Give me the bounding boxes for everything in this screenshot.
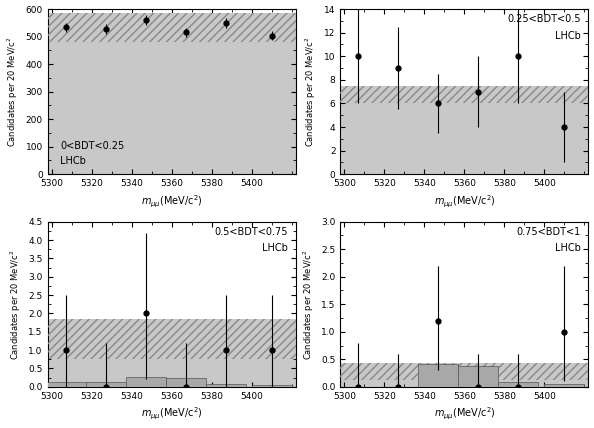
- Text: 0.5<BDT<0.75: 0.5<BDT<0.75: [214, 226, 288, 237]
- Text: 0<BDT<0.25: 0<BDT<0.25: [60, 141, 124, 151]
- Text: LHCb: LHCb: [555, 30, 581, 41]
- Bar: [166, 378, 206, 387]
- Bar: [46, 382, 86, 387]
- Bar: [418, 364, 459, 387]
- Bar: [252, 385, 292, 387]
- Y-axis label: Candidates per 20 MeV/c$^{2}$: Candidates per 20 MeV/c$^{2}$: [301, 249, 315, 360]
- Y-axis label: Candidates per 20 MeV/c$^{2}$: Candidates per 20 MeV/c$^{2}$: [5, 36, 20, 147]
- Text: LHCb: LHCb: [555, 243, 581, 253]
- X-axis label: $m_{\mu\mu}$(MeV/c$^{2}$): $m_{\mu\mu}$(MeV/c$^{2}$): [434, 406, 495, 422]
- Bar: [206, 384, 246, 387]
- Bar: [459, 366, 498, 387]
- X-axis label: $m_{\mu\mu}$(MeV/c$^{2}$): $m_{\mu\mu}$(MeV/c$^{2}$): [141, 406, 203, 422]
- Text: 0.25<BDT<0.5: 0.25<BDT<0.5: [507, 14, 581, 24]
- Bar: [86, 382, 126, 387]
- Bar: [126, 377, 166, 387]
- Bar: [545, 383, 584, 387]
- X-axis label: $m_{\mu\mu}$(MeV/c$^{2}$): $m_{\mu\mu}$(MeV/c$^{2}$): [141, 193, 203, 210]
- Y-axis label: Candidates per 20 MeV/c$^{2}$: Candidates per 20 MeV/c$^{2}$: [8, 249, 23, 360]
- Y-axis label: Candidates per 20 MeV/c$^{2}$: Candidates per 20 MeV/c$^{2}$: [304, 36, 318, 147]
- X-axis label: $m_{\mu\mu}$(MeV/c$^{2}$): $m_{\mu\mu}$(MeV/c$^{2}$): [434, 193, 495, 210]
- Bar: [498, 383, 538, 387]
- Text: LHCb: LHCb: [263, 243, 288, 253]
- Text: LHCb: LHCb: [60, 156, 86, 166]
- Text: 0.75<BDT<1: 0.75<BDT<1: [517, 226, 581, 237]
